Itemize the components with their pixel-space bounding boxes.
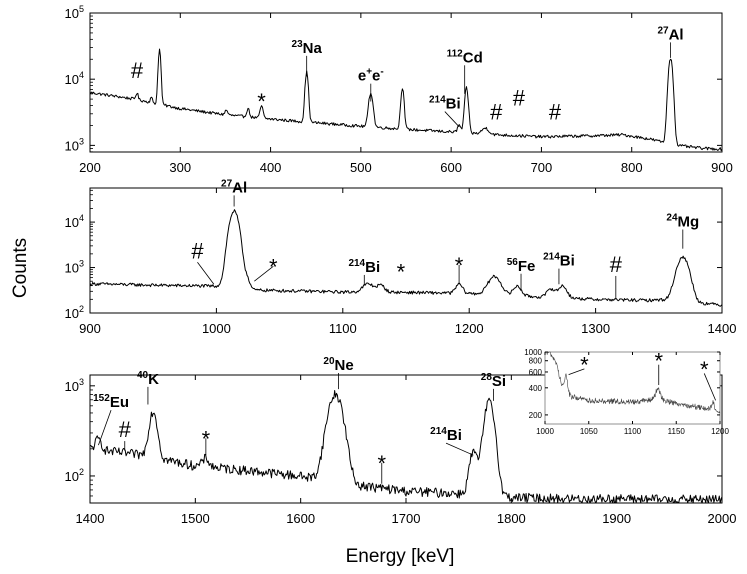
- panel-2-asterisk-marker-2: *: [269, 254, 278, 279]
- panel-2-xtick-label-1: 1000: [202, 321, 231, 336]
- panel-2-asterisk-marker-4: *: [397, 260, 406, 285]
- panel-1-hash-marker-7: #: [513, 86, 526, 111]
- panel-3-peak-label-K-2: 40K: [137, 370, 159, 388]
- panel-3-asterisk-marker-3: *: [202, 426, 211, 451]
- panel-3-peak-label-Bi-6-leader: [445, 442, 474, 456]
- panel-1-xtick-label-5: 700: [531, 160, 553, 175]
- panel-2-hash-marker-0: #: [191, 238, 204, 263]
- inset-zoom-1000-1200-frame: [544, 351, 721, 425]
- panel-2: 900 1000 1100 1200 1300 1400 102 103 104 #27Al * 21…: [65, 178, 737, 336]
- inset-zoom-1000-1200-ytick-label-0: 200: [529, 411, 543, 420]
- panel-2-asterisk-marker-5: *: [455, 253, 464, 278]
- panel-3-ytick-label-0: 102: [65, 467, 84, 484]
- panel-1-ytick-label-1: 104: [65, 70, 84, 87]
- panel-1-xtick-label-7: 900: [711, 160, 733, 175]
- x-axis-title: Energy [keV]: [346, 546, 455, 567]
- inset-zoom-1000-1200-asterisk-marker-2: *: [700, 357, 709, 382]
- panel-2-hash-marker-8: #: [610, 252, 623, 277]
- panel-1-peak-label-Cd-5: 112Cd: [447, 48, 483, 66]
- panel-2-spectrum-line: [89, 209, 723, 307]
- panel-1-xtick-label-3: 500: [350, 160, 372, 175]
- panel-2-ytick-label-1: 103: [65, 259, 84, 276]
- panel-3-spectrum-line: [89, 390, 723, 504]
- inset-zoom-1000-1200-xtick-label-3: 1150: [668, 427, 686, 436]
- panel-3-peak-label-Si-7: 28Si: [481, 372, 506, 390]
- panel-1-ytick-label-0: 103: [65, 136, 84, 153]
- panel-3-peak-label-Eu-0-leader: [98, 410, 112, 446]
- panel-2-xtick-label-5: 1400: [708, 321, 737, 336]
- panel-2-ytick-label-0: 102: [65, 304, 84, 321]
- panel-1-peak-label-Al-9: 27Al: [657, 25, 683, 43]
- inset-zoom-1000-1200-ytick-label-3: 800: [529, 357, 543, 366]
- panel-2-xtick-label-3: 1200: [455, 321, 484, 336]
- panel-1-xtick-label-0: 200: [79, 160, 101, 175]
- panel-1-xtick-label-6: 800: [621, 160, 643, 175]
- panel-1-peak-label-Bi-4-leader: [444, 111, 460, 128]
- panel-1-xtick-label-4: 600: [440, 160, 462, 175]
- panel-2-asterisk-marker-2-leader: [254, 266, 274, 282]
- panel-2-frame: [89, 187, 723, 314]
- panel-1-xtick-label-2: 400: [260, 160, 282, 175]
- panel-1-peak-label-Na-2: 23Na: [292, 39, 323, 57]
- panel-3-xtick-label-1: 1500: [181, 511, 210, 526]
- panel-3-peak-label-Ne-4: 20Ne: [323, 356, 353, 374]
- panel-1: 200 300 400 500 600 700 800 900 103 104 105 # * 23Na e…: [65, 4, 733, 175]
- panel-1-hash-marker-8: #: [549, 100, 562, 125]
- inset-zoom-1000-1200-asterisk-marker-2-leader: [703, 373, 716, 401]
- panel-3-peak-label-Eu-0: 152Eu: [93, 393, 129, 411]
- panel-3-xtick-label-2: 1600: [286, 511, 315, 526]
- panel-2-xtick-label-4: 1300: [581, 321, 610, 336]
- panel-1-hash-marker-0: #: [131, 58, 144, 83]
- panel-3-asterisk-marker-5: *: [377, 451, 386, 476]
- panel-2-xtick-label-2: 1100: [329, 321, 357, 336]
- panel-3-xtick-label-0: 1400: [76, 511, 105, 526]
- panel-3: 1400 1500 1600 1700 1800 1900 2000 102 103 152Eu #…: [65, 356, 737, 526]
- panel-1-peak-label-Bi-4: 214Bi: [429, 95, 461, 113]
- panel-3-ytick-label-1: 103: [65, 377, 84, 394]
- inset-zoom-1000-1200-asterisk-marker-0: *: [580, 353, 589, 378]
- panel-1-hash-marker-6: #: [490, 100, 503, 125]
- panel-1-ytick-label-2: 105: [65, 4, 84, 21]
- panel-3-xtick-label-5: 1900: [602, 511, 631, 526]
- inset-zoom-1000-1200-ytick-label-4: 1000: [524, 348, 542, 357]
- inset-zoom-1000-1200-ytick-label-1: 400: [529, 384, 543, 393]
- panel-2-xtick-label-0: 900: [79, 321, 101, 336]
- panel-2-hash-marker-0-leader: [197, 262, 215, 285]
- panel-3-xtick-label-3: 1700: [392, 511, 421, 526]
- panel-1-peak-label-e-3: e+e-: [358, 67, 384, 85]
- inset-zoom-1000-1200-xtick-label-4: 1200: [711, 427, 729, 436]
- panel-2-peak-label-Fe-6: 56Fe: [507, 257, 536, 275]
- panel-2-ytick-label-2: 104: [65, 213, 84, 230]
- panel-3-xtick-label-6: 2000: [708, 511, 737, 526]
- inset-zoom-1000-1200-asterisk-marker-1: *: [654, 348, 663, 373]
- inset-zoom-1000-1200-xtick-label-2: 1100: [624, 427, 642, 436]
- panel-1-asterisk-marker-1: *: [257, 89, 266, 114]
- y-axis-title: Counts: [10, 238, 31, 298]
- inset-zoom-1000-1200-spectrum-line: [544, 351, 721, 414]
- panel-2-peak-label-Al-1: 27Al: [221, 178, 247, 196]
- panel-2-peak-label-Mg-9: 24Mg: [666, 212, 699, 230]
- inset-zoom-1000-1200-ytick-label-2: 600: [529, 368, 543, 377]
- panel-2-peak-label-Bi-7: 214Bi: [543, 252, 575, 270]
- panel-3-hash-marker-1: #: [119, 417, 132, 442]
- inset-zoom-1000-1200-xtick-label-0: 1000: [536, 427, 554, 436]
- panel-1-spectrum-line: [89, 48, 723, 151]
- panel-2-peak-label-Bi-3: 214Bi: [348, 258, 380, 276]
- panel-1-xtick-label-1: 300: [169, 160, 191, 175]
- panel-3-xtick-label-4: 1800: [497, 511, 526, 526]
- panel-3-peak-label-Bi-6: 214Bi: [430, 426, 462, 444]
- inset-zoom-1000-1200-xtick-label-1: 1050: [580, 427, 598, 436]
- panel-1-frame: [89, 12, 723, 153]
- inset-zoom-1000-1200-asterisk-marker-0-leader: [568, 368, 585, 376]
